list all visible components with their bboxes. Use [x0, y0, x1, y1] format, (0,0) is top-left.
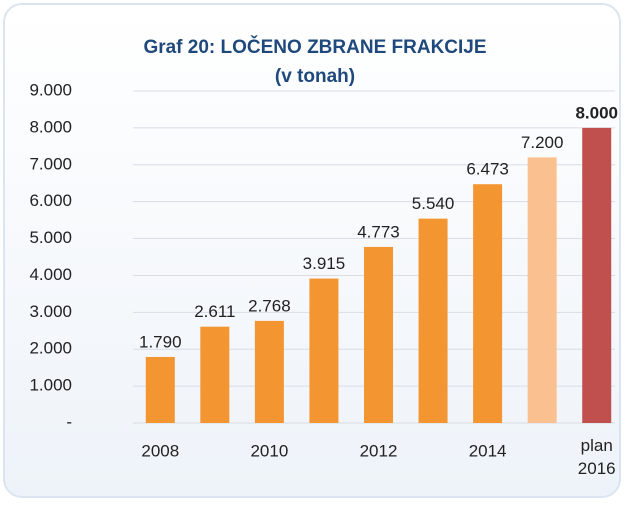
y-tick-label: 5.000 — [29, 228, 72, 247]
bar — [309, 278, 339, 423]
y-tick-label: - — [66, 412, 72, 431]
y-tick-label: 1.000 — [29, 376, 72, 395]
y-tick-label: 9.000 — [29, 80, 72, 99]
bar — [254, 320, 284, 423]
value-label: 5.540 — [412, 194, 455, 213]
chart-title: Graf 20: LOČENO ZBRANE FRAKCIJE — [143, 36, 486, 58]
bar — [582, 127, 612, 423]
x-tick-label: 2008 — [141, 441, 179, 460]
x-tick-label: 2014 — [469, 441, 507, 460]
y-tick-label: 8.000 — [29, 117, 72, 136]
value-label: 4.773 — [357, 222, 400, 241]
bar — [418, 218, 448, 423]
x-tick-label: plan 2016 — [578, 436, 616, 478]
y-tick-label: 7.000 — [29, 154, 72, 173]
bar — [364, 246, 393, 423]
value-label: 7.200 — [521, 133, 564, 152]
x-tick-label: 2012 — [360, 441, 398, 460]
value-label: 2.611 — [194, 302, 235, 321]
y-tick-label: 6.000 — [29, 191, 72, 210]
bar — [145, 356, 175, 423]
value-label: 8.000 — [575, 103, 618, 122]
value-label: 6.473 — [466, 160, 509, 179]
value-label: 2.768 — [248, 296, 291, 315]
bar — [200, 326, 230, 423]
y-tick-label: 3.000 — [29, 302, 72, 321]
y-tick-label: 2.000 — [29, 339, 72, 358]
bar — [473, 184, 503, 423]
chart-subtitle: (v tonah) — [275, 66, 355, 87]
x-tick-label: 2010 — [250, 441, 288, 460]
value-label: 1.790 — [139, 332, 182, 351]
y-tick-label: 4.000 — [29, 265, 72, 284]
bar — [527, 157, 557, 423]
value-label: 3.915 — [303, 254, 346, 273]
